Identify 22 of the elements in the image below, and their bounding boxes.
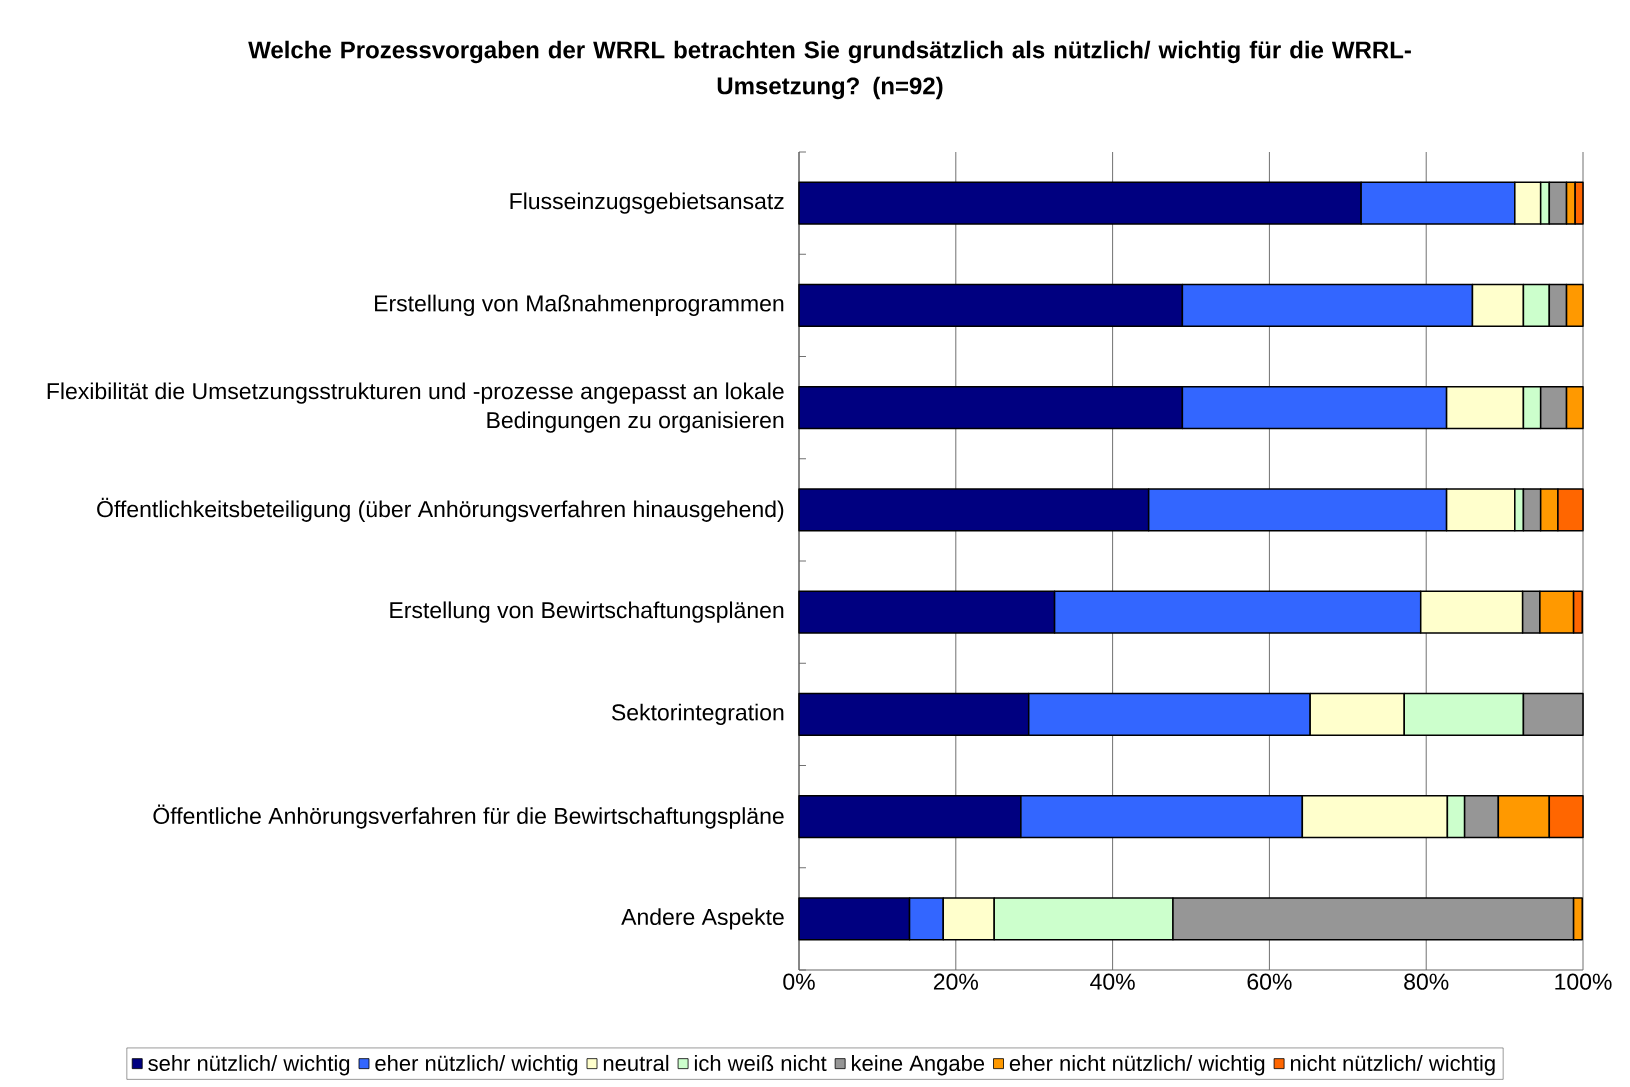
y-tick-label: Erstellung von Bewirtschaftungsplänen	[390, 601, 784, 623]
legend-label: eher nicht nützlich/ wichtig	[1009, 1054, 1265, 1076]
x-tick-label: 60%	[1247, 973, 1292, 990]
legend-label: neutral	[603, 1054, 669, 1072]
y-tick-label: Andere Aspekte	[621, 908, 784, 930]
legend-label: sehr nützlich/ wichtig	[148, 1054, 350, 1076]
legend-label: nicht nützlich/ wichtig	[1290, 1054, 1495, 1076]
chart-title: Welche Prozessvorgaben der WRRL betrachten Sie grundsätzlich als nützlich/ wichtig für die WRRL-Umsetzung? (n=92)	[248, 40, 1411, 100]
y-tick-label: Öffentliche Anhörungsverfahren für die Bewirtschaftungspläne	[153, 804, 784, 829]
x-tick-label: 80%	[1404, 973, 1449, 990]
legend-label: keine Angabe	[852, 1054, 985, 1076]
y-tick-label: Öffentlichkeitsbeteiligung (über Anhörungsverfahren hinausgehend)	[97, 497, 784, 522]
x-tick-label: 40%	[1090, 973, 1135, 990]
legend-label: eher nützlich/ wichtig	[375, 1054, 578, 1076]
x-tick-label: 0%	[783, 973, 815, 990]
x-tick-label: 20%	[933, 973, 978, 990]
legend-label: ich weiß nicht	[694, 1054, 827, 1072]
y-tick-label: Flusseinzugsgebietsansatz	[510, 192, 784, 214]
y-tick-label: Erstellung von Maßnahmenprogrammen	[375, 294, 784, 317]
y-tick-label: Sektorintegration	[611, 703, 784, 726]
x-tick-label: 100%	[1555, 973, 1612, 990]
y-tick-label: Flexibilität die Umsetzungsstrukturen und -prozesse angepasst an lokale Bedingungen zu organisieren	[47, 382, 784, 433]
